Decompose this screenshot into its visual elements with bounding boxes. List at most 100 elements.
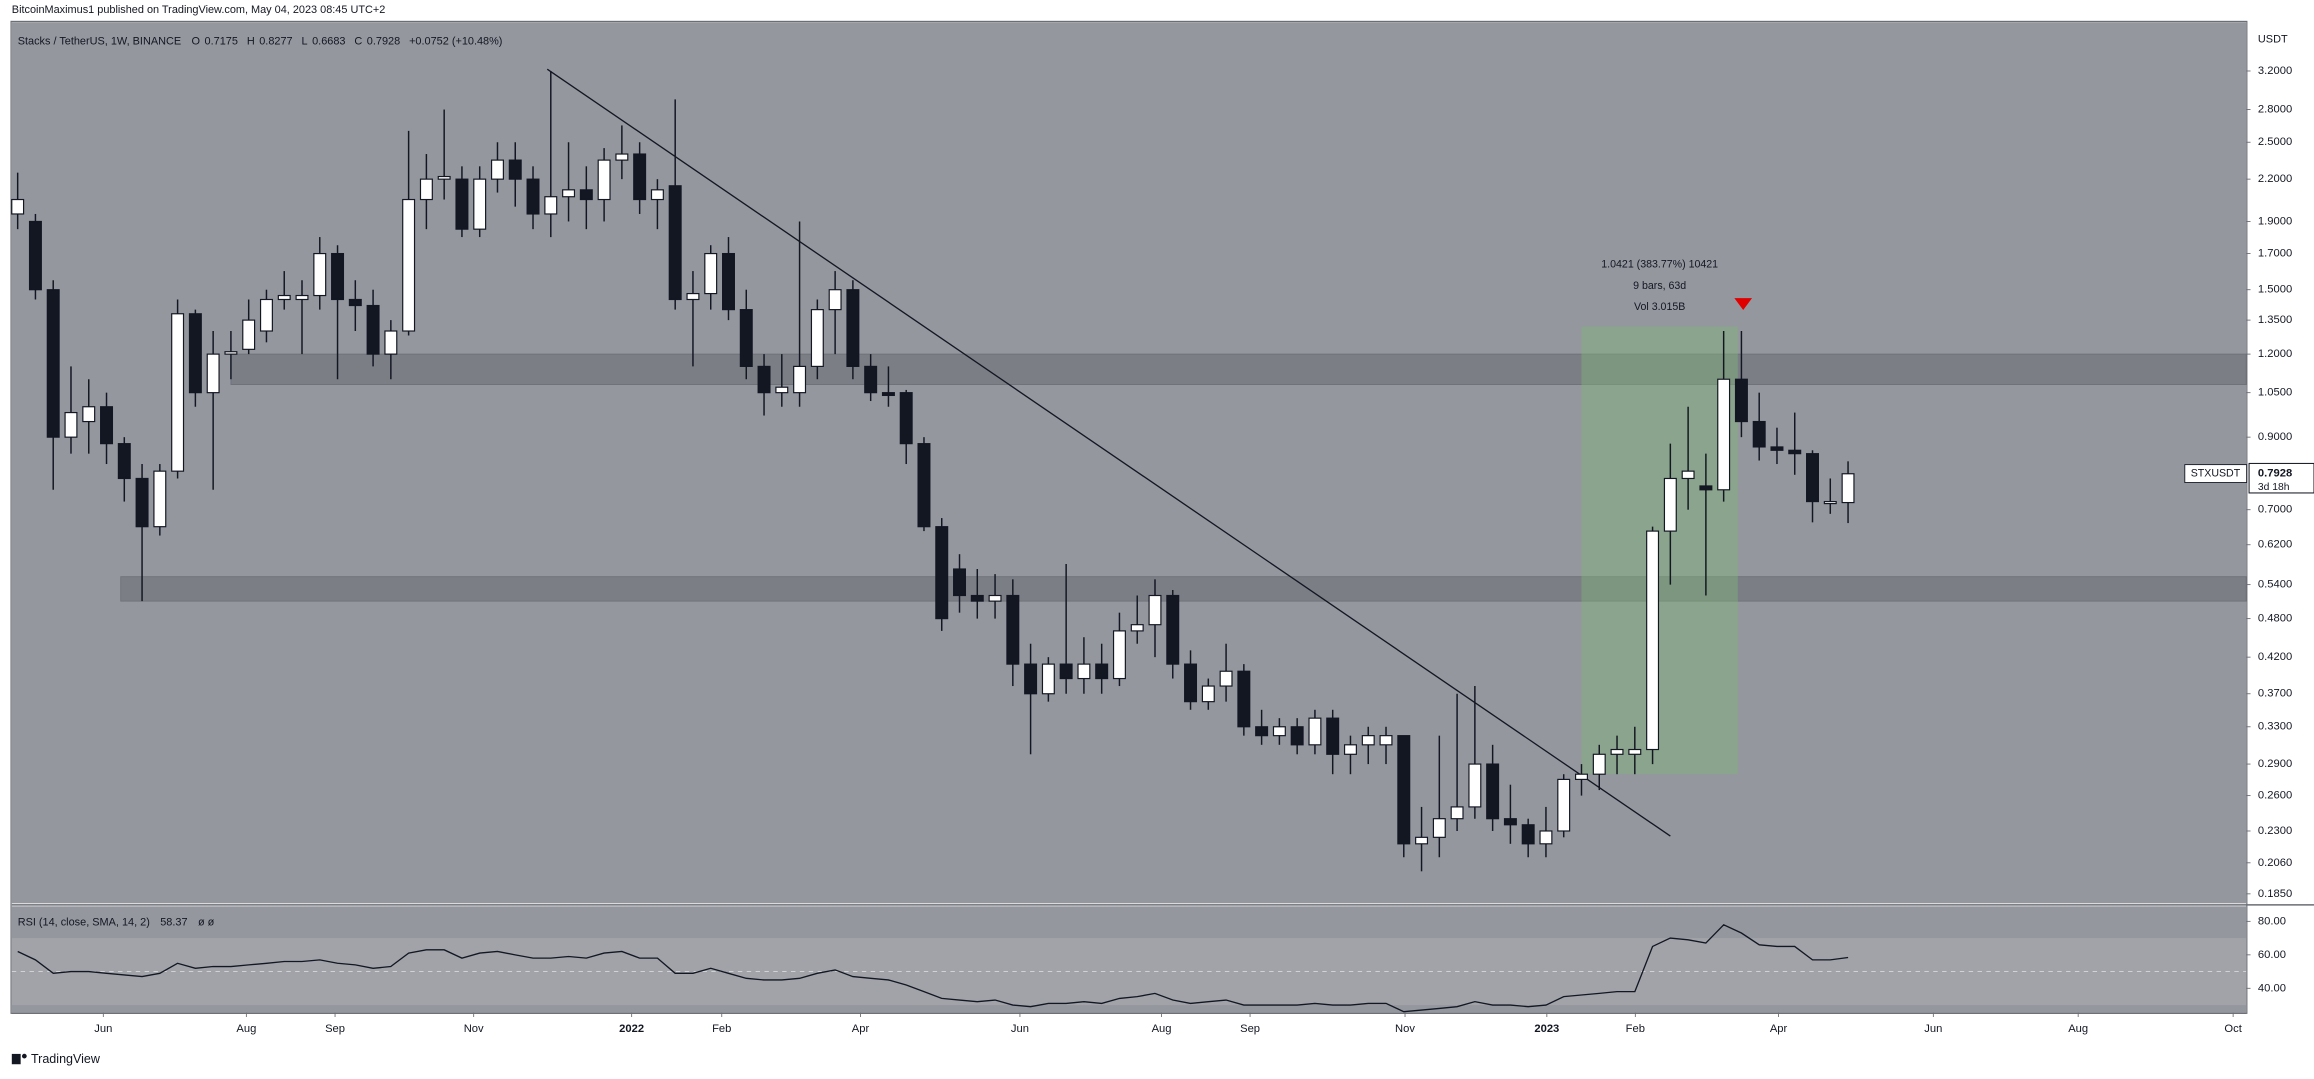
candle-body bbox=[1699, 485, 1713, 491]
candle-body bbox=[1610, 748, 1624, 755]
candle-body bbox=[1450, 806, 1464, 820]
candle-body bbox=[11, 198, 25, 215]
y-tick-label: 0.2300 bbox=[2258, 825, 2292, 837]
y-tick-label: 1.0500 bbox=[2258, 387, 2292, 399]
legend-value: 0.7928 bbox=[367, 35, 400, 47]
countdown-label: 3d 18h bbox=[2258, 482, 2290, 493]
candle-body bbox=[490, 159, 504, 180]
symbol-legend: Stacks / TetherUS, 1W, BINANCE O 0.7175 … bbox=[18, 35, 503, 47]
logo-mark bbox=[11, 1053, 21, 1065]
candle-body bbox=[810, 309, 824, 367]
candle-body bbox=[1024, 663, 1038, 695]
candle-body bbox=[1503, 818, 1517, 826]
legend-value: 0.8277 bbox=[259, 35, 292, 47]
candle-body bbox=[1112, 630, 1126, 680]
candle-body bbox=[1308, 717, 1322, 746]
x-tick-label: 2023 bbox=[1534, 1023, 1559, 1035]
candle-body bbox=[1059, 663, 1073, 680]
currency-label: USDT bbox=[2258, 34, 2288, 46]
candle-body bbox=[846, 289, 860, 367]
candle-body bbox=[526, 178, 540, 215]
x-tick-label: Aug bbox=[236, 1023, 256, 1035]
rsi-tick-label: 80.00 bbox=[2258, 915, 2286, 927]
y-tick-label: 1.3500 bbox=[2258, 314, 2292, 326]
legend-change: +0.0752 (+10.48%) bbox=[409, 35, 502, 47]
footer-logo: TradingView bbox=[11, 1052, 101, 1066]
candle-body bbox=[988, 594, 1002, 602]
legend-key: L bbox=[302, 35, 308, 47]
candle-body bbox=[1166, 594, 1180, 665]
symbol-tag: STXUSDT bbox=[2191, 468, 2241, 480]
candle-body bbox=[384, 330, 398, 355]
candle-body bbox=[544, 196, 558, 215]
candle-body bbox=[1717, 378, 1731, 491]
y-tick-label: 0.5400 bbox=[2258, 579, 2292, 591]
logo-dot bbox=[21, 1053, 27, 1059]
candle-body bbox=[1130, 624, 1144, 632]
zone bbox=[120, 576, 2247, 602]
candle-body bbox=[295, 294, 309, 301]
candle-body bbox=[508, 159, 522, 180]
x-tick-label: Sep bbox=[325, 1023, 345, 1035]
y-tick-label: 1.2000 bbox=[2258, 348, 2292, 360]
rsi-tick-label: 40.00 bbox=[2258, 982, 2286, 994]
candle-body bbox=[473, 178, 487, 230]
y-tick-label: 0.6200 bbox=[2258, 539, 2292, 551]
candle-body bbox=[1770, 446, 1784, 451]
candle-body bbox=[1663, 477, 1677, 532]
candle-body bbox=[899, 392, 913, 445]
candle-body bbox=[793, 365, 807, 394]
price-pane bbox=[11, 22, 2247, 904]
y-tick-label: 2.2000 bbox=[2258, 173, 2292, 185]
candle-body bbox=[615, 153, 629, 161]
rsi-extra: ø ø bbox=[198, 916, 215, 928]
candle-body bbox=[1219, 670, 1233, 687]
y-tick-label: 3.2000 bbox=[2258, 65, 2292, 77]
candle-body bbox=[117, 443, 131, 480]
candle-body bbox=[1201, 685, 1215, 703]
candle-body bbox=[757, 365, 771, 394]
candle-body bbox=[1255, 726, 1269, 737]
publisher-line: BitcoinMaximus1 published on TradingView… bbox=[12, 4, 386, 16]
candle-body bbox=[171, 313, 185, 472]
x-tick-label: Feb bbox=[1626, 1023, 1645, 1035]
candle-body bbox=[828, 289, 842, 311]
legend-value: 0.7175 bbox=[205, 35, 238, 47]
y-tick-label: 0.2900 bbox=[2258, 758, 2292, 770]
candle-body bbox=[1841, 473, 1855, 504]
x-tick-label: Oct bbox=[2224, 1023, 2242, 1035]
x-tick-label: Sep bbox=[1240, 1023, 1260, 1035]
measure-label: Vol 3.015B bbox=[1634, 301, 1685, 313]
legend-value: 0.6683 bbox=[312, 35, 345, 47]
y-tick-label: 0.4200 bbox=[2258, 651, 2292, 663]
candle-body bbox=[1148, 594, 1162, 626]
candle-body bbox=[1592, 753, 1606, 775]
candle-body bbox=[1574, 773, 1588, 780]
y-tick-label: 1.7000 bbox=[2258, 248, 2292, 260]
y-tick-label: 0.2060 bbox=[2258, 857, 2292, 869]
y-tick-label: 0.7000 bbox=[2258, 504, 2292, 516]
candle-body bbox=[953, 568, 967, 597]
x-tick-label: Nov bbox=[464, 1023, 484, 1035]
candle-body bbox=[1681, 470, 1695, 480]
legend-key: H bbox=[247, 35, 255, 47]
candle-body bbox=[1415, 836, 1429, 845]
x-tick-label: Nov bbox=[1395, 1023, 1415, 1035]
candle-body bbox=[437, 175, 451, 180]
measure-label: 1.0421 (383.77%) 10421 bbox=[1601, 258, 1718, 270]
x-tick-label: Feb bbox=[712, 1023, 731, 1035]
candle-body bbox=[1806, 453, 1820, 503]
candle-body bbox=[1734, 378, 1748, 423]
candle-body bbox=[970, 594, 984, 602]
y-tick-label: 0.9000 bbox=[2258, 431, 2292, 443]
legend-key: O bbox=[192, 35, 200, 47]
candle-body bbox=[1006, 594, 1020, 665]
candle-body bbox=[597, 159, 611, 201]
candle-body bbox=[188, 313, 202, 394]
y-tick-label: 0.2600 bbox=[2258, 790, 2292, 802]
y-tick-label: 2.5000 bbox=[2258, 136, 2292, 148]
candle-body bbox=[704, 252, 718, 295]
candle-body bbox=[1041, 663, 1055, 695]
